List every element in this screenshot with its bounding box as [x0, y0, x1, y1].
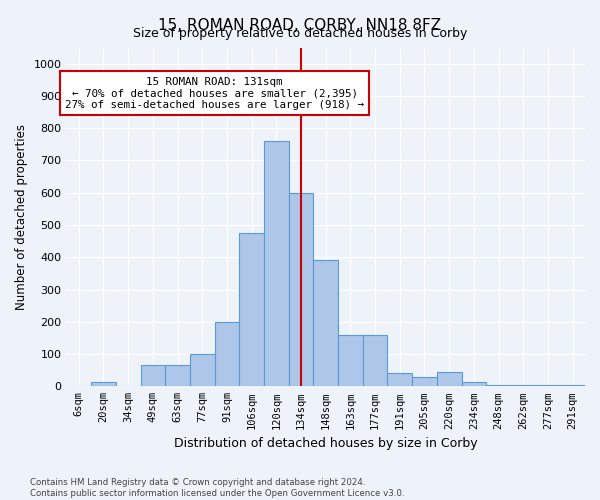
Bar	[313, 260, 338, 386]
Bar	[486, 384, 511, 386]
Bar	[412, 378, 437, 386]
Text: 15, ROMAN ROAD, CORBY, NN18 8FZ: 15, ROMAN ROAD, CORBY, NN18 8FZ	[158, 18, 442, 32]
Bar	[338, 334, 363, 386]
Bar	[363, 334, 388, 386]
Bar	[437, 372, 461, 386]
Text: 15 ROMAN ROAD: 131sqm
← 70% of detached houses are smaller (2,395)
27% of semi-d: 15 ROMAN ROAD: 131sqm ← 70% of detached …	[65, 76, 364, 110]
Bar	[511, 384, 536, 386]
Bar	[264, 141, 289, 386]
Bar	[190, 354, 215, 386]
X-axis label: Distribution of detached houses by size in Corby: Distribution of detached houses by size …	[174, 437, 478, 450]
Bar	[289, 192, 313, 386]
Text: Contains HM Land Registry data © Crown copyright and database right 2024.
Contai: Contains HM Land Registry data © Crown c…	[30, 478, 404, 498]
Bar	[165, 366, 190, 386]
Bar	[388, 373, 412, 386]
Bar	[215, 322, 239, 386]
Y-axis label: Number of detached properties: Number of detached properties	[15, 124, 28, 310]
Bar	[461, 382, 486, 386]
Bar	[140, 366, 165, 386]
Bar	[239, 233, 264, 386]
Bar	[91, 382, 116, 386]
Text: Size of property relative to detached houses in Corby: Size of property relative to detached ho…	[133, 28, 467, 40]
